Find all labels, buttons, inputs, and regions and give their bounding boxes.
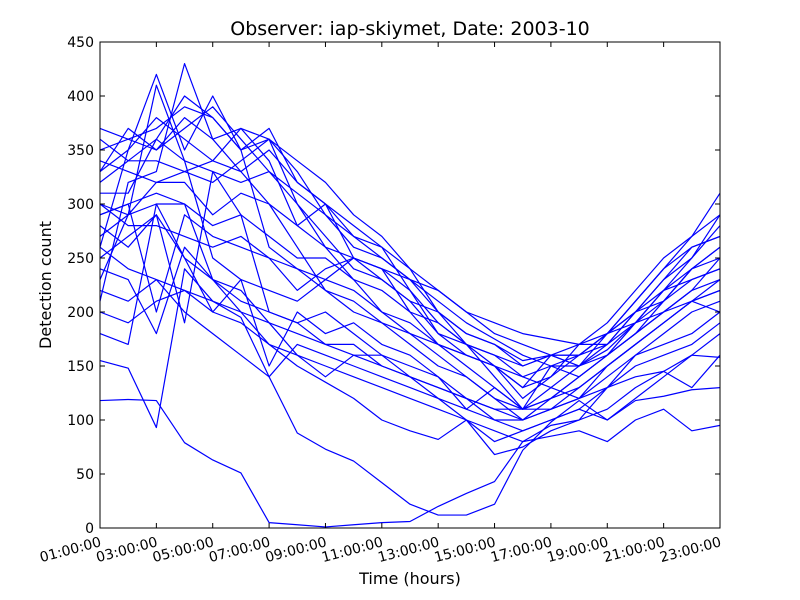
y-tick-label: 200 (67, 305, 94, 321)
x-axis-title: Time (hours) (358, 569, 461, 588)
chart-title: Observer: iap-skiymet, Date: 2003-10 (230, 18, 590, 40)
y-tick-label: 0 (85, 521, 94, 537)
series-line-21 (99, 160, 721, 367)
series-line-19 (99, 289, 721, 443)
y-tick-label: 400 (67, 89, 94, 105)
plot-frame (99, 41, 721, 529)
series-line-25 (99, 279, 721, 432)
y-tick-label: 50 (76, 467, 94, 483)
series-line-16 (99, 192, 721, 421)
series-line-1 (99, 354, 721, 528)
series-line-22 (99, 203, 721, 410)
series-line-3 (99, 203, 721, 456)
y-axis-title: Detection count (36, 221, 55, 349)
y-tick-label: 450 (67, 35, 94, 51)
series-line-8 (99, 127, 721, 399)
y-tick-label: 100 (67, 413, 94, 429)
y-tick-label: 250 (67, 251, 94, 267)
series-line-13 (100, 138, 721, 389)
series-line-24 (99, 116, 721, 367)
y-tick-label: 150 (67, 359, 94, 375)
y-tick-label: 300 (67, 197, 94, 213)
series-layer (99, 62, 721, 528)
series-line-23 (99, 246, 721, 410)
y-tick-label: 350 (67, 143, 94, 159)
